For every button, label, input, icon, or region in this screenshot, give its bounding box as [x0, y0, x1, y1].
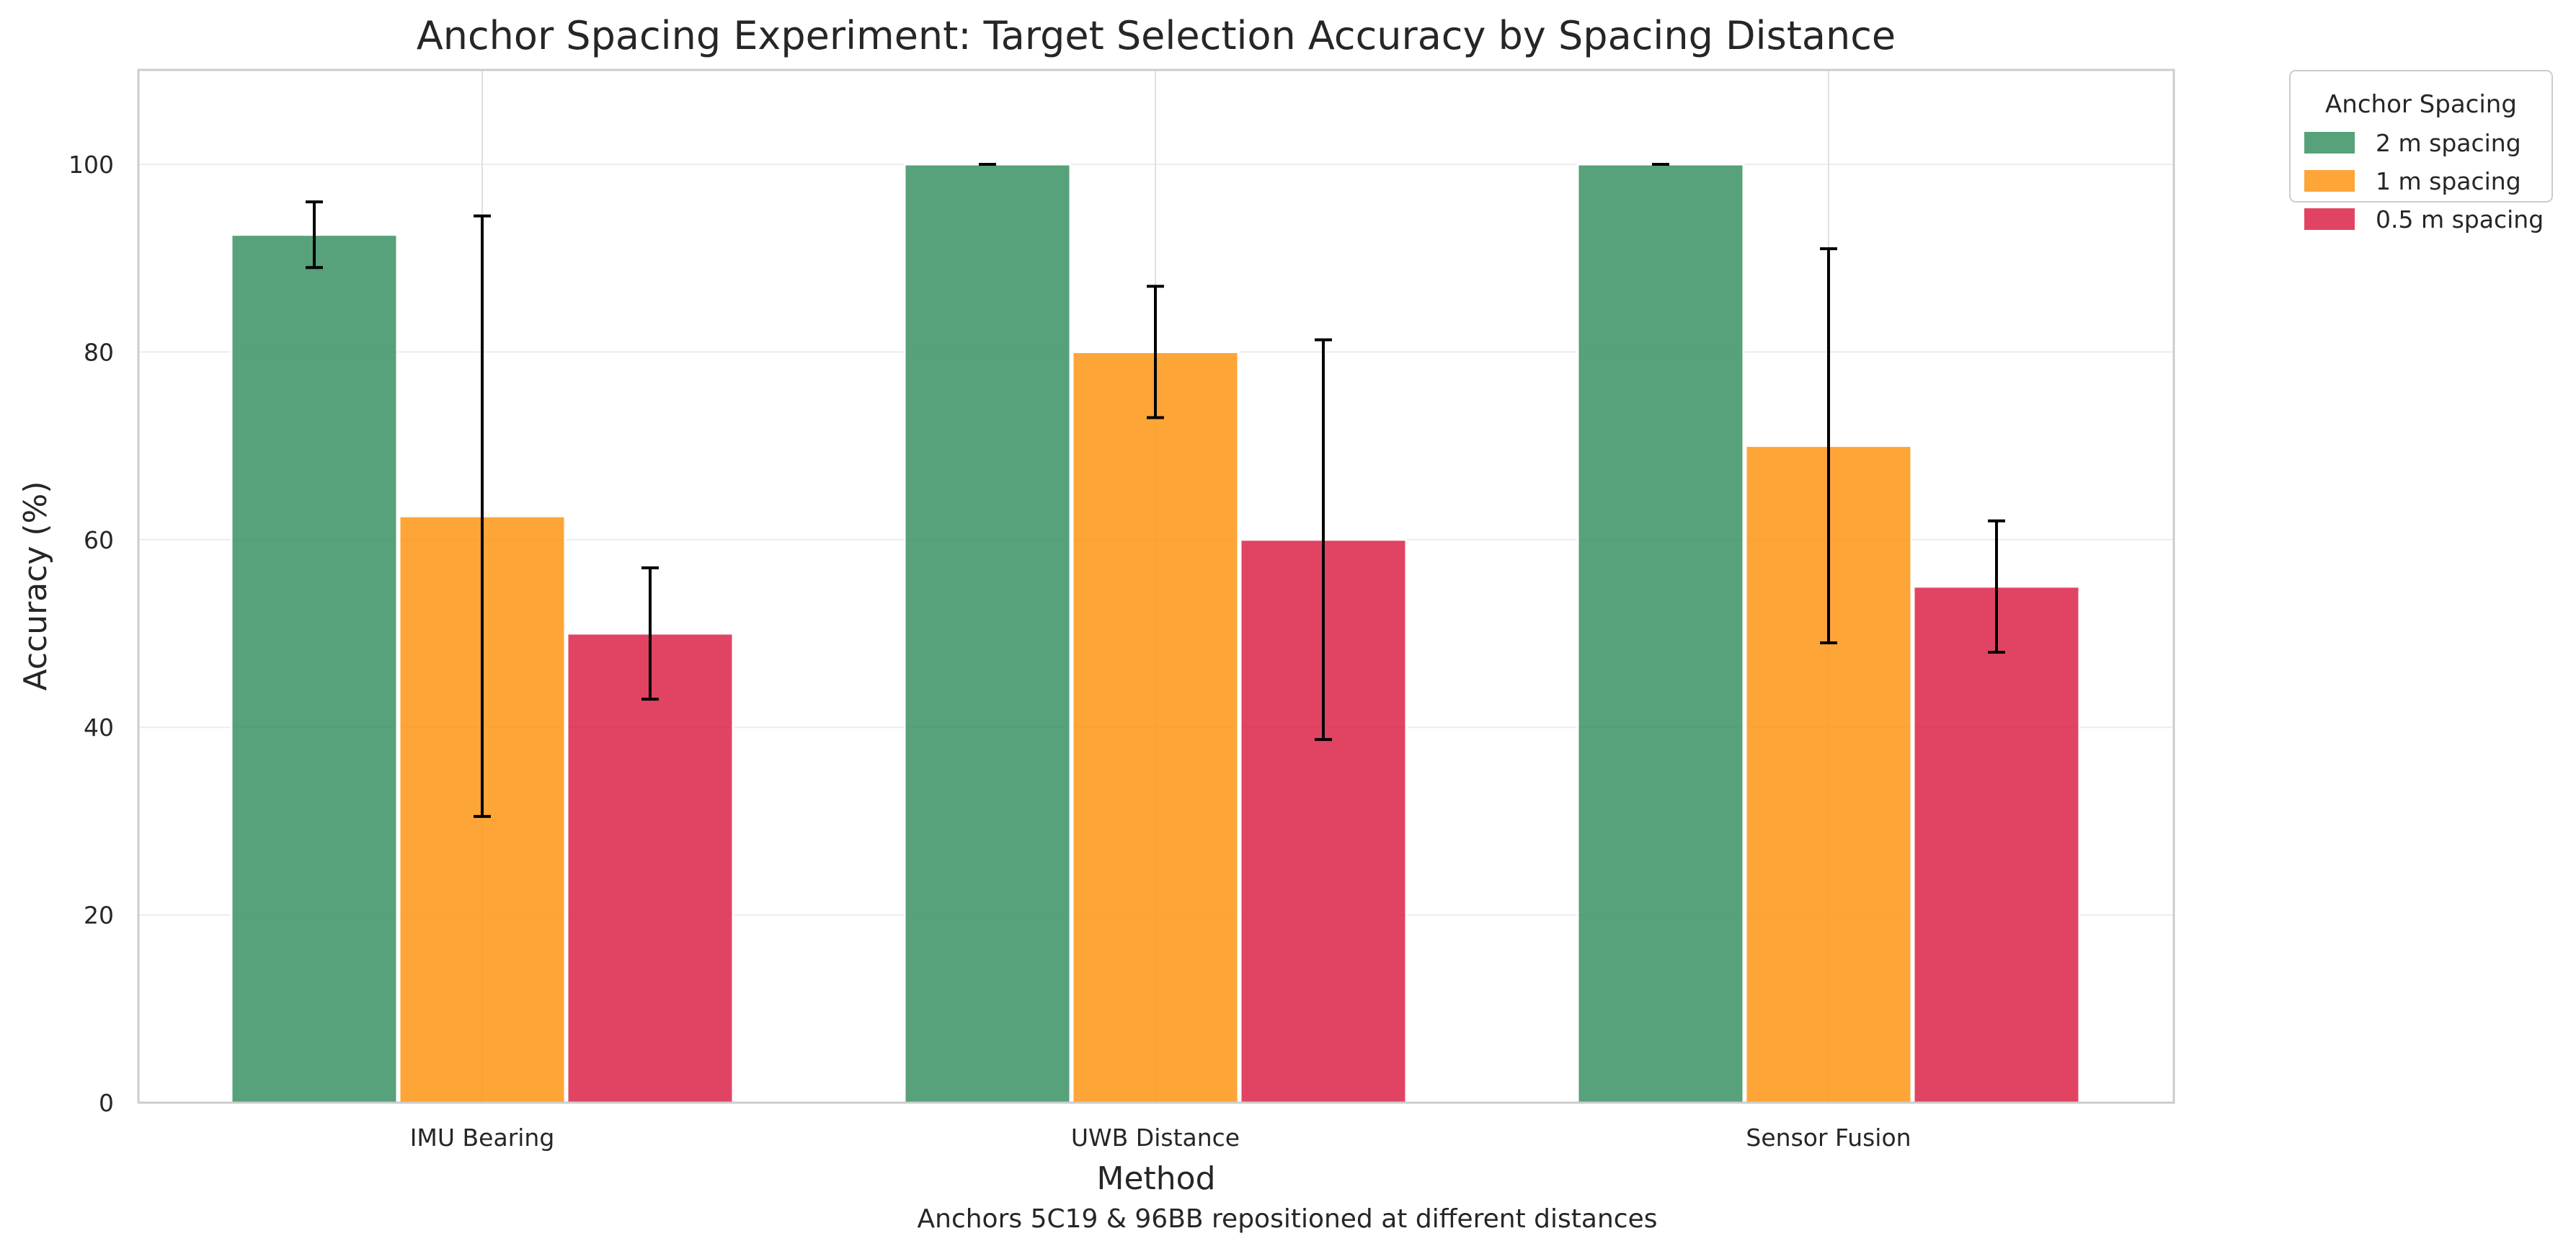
legend-items: 2 m spacing 1 m spacing 0.5 m spacing: [2304, 129, 2544, 234]
legend-item: 2 m spacing: [2304, 129, 2521, 157]
legend-item: 1 m spacing: [2304, 167, 2521, 195]
x-tick-labels: IMU Bearing UWB Distance Sensor Fusion: [410, 1124, 1911, 1152]
error-bars-layer: [306, 163, 2005, 818]
legend-title: Anchor Spacing: [2325, 90, 2517, 119]
error-bar: [1988, 519, 2005, 654]
x-tick-label: Sensor Fusion: [1746, 1124, 1911, 1152]
legend: Anchor Spacing 2 m spacing 1 m spacing 0.5…: [2289, 70, 2553, 234]
bar: [1576, 163, 1745, 1104]
bar: [230, 234, 399, 1104]
y-tick-label: 40: [84, 713, 114, 742]
bar: [1071, 350, 1240, 1104]
legend-swatch: [2304, 170, 2355, 192]
bar: [1912, 585, 2081, 1104]
y-tick-label: 80: [84, 338, 114, 366]
legend-label: 1 m spacing: [2376, 167, 2521, 195]
legend-frame: [2289, 70, 2553, 203]
x-tick-label: UWB Distance: [1071, 1124, 1240, 1152]
legend-label: 2 m spacing: [2376, 129, 2521, 157]
legend-swatch: [2304, 208, 2355, 230]
legend-item: 0.5 m spacing: [2304, 205, 2544, 234]
error-bar: [1820, 247, 1837, 645]
error-bar: [474, 214, 491, 818]
y-tick-label: 20: [84, 902, 114, 930]
error-bar: [306, 200, 323, 270]
chart-caption: Anchors 5C19 & 96BB repositioned at diff…: [918, 1204, 1658, 1234]
y-axis-label: Accuracy (%): [17, 481, 54, 690]
x-tick-label: IMU Bearing: [410, 1124, 555, 1152]
error-bar: [1315, 338, 1332, 742]
error-bar: [641, 566, 659, 701]
bar: [903, 163, 1072, 1104]
y-tick-labels: 0 20 40 60 80 100: [68, 151, 114, 1117]
y-tick-label: 100: [68, 151, 114, 179]
x-axis-label: Method: [1096, 1160, 1215, 1197]
y-tick-label: 60: [84, 526, 114, 554]
bars-layer: [230, 163, 2081, 1104]
y-tick-label: 0: [99, 1089, 114, 1117]
plot-frame: [137, 68, 2175, 1104]
legend-swatch: [2304, 132, 2355, 154]
bar: [566, 632, 734, 1104]
error-bar: [1147, 285, 1164, 419]
legend-label: 0.5 m spacing: [2376, 205, 2544, 234]
chart-title: Anchor Spacing Experiment: Target Select…: [417, 13, 1896, 58]
